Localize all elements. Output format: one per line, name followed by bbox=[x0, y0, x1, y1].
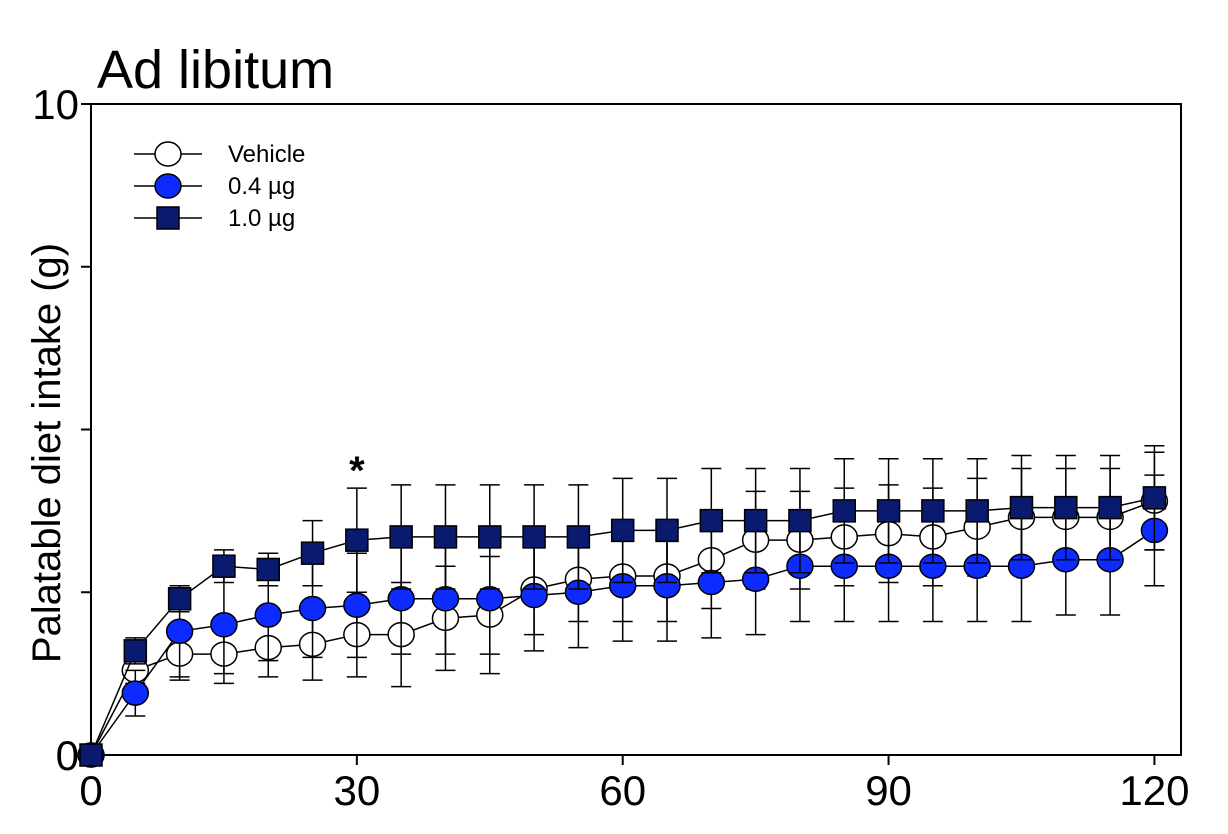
data-point bbox=[522, 525, 546, 549]
data-point bbox=[256, 557, 280, 582]
legend-label: 1.0 µg bbox=[228, 205, 295, 232]
data-point bbox=[697, 569, 726, 596]
annotation-layer: * bbox=[349, 449, 365, 493]
data-point bbox=[210, 612, 238, 638]
x-tick-label: 120 bbox=[1119, 767, 1189, 814]
data-point bbox=[699, 508, 724, 533]
x-tick-label: 60 bbox=[599, 767, 646, 814]
data-point bbox=[788, 508, 812, 533]
data-point bbox=[566, 525, 591, 549]
data-point bbox=[476, 586, 504, 612]
data-point bbox=[876, 499, 901, 523]
legend-item-2: 1.0 µg bbox=[134, 205, 295, 232]
data-point bbox=[165, 618, 194, 645]
legend-label: 0.4 µg bbox=[228, 173, 295, 200]
series-layer bbox=[77, 445, 1169, 768]
data-point bbox=[965, 499, 989, 523]
data-point bbox=[345, 528, 369, 552]
data-point bbox=[1098, 495, 1122, 520]
data-point bbox=[921, 499, 945, 523]
data-point bbox=[1009, 495, 1034, 520]
data-point bbox=[121, 680, 150, 706]
x-axis-ticks: 0 30 60 90 120 bbox=[79, 755, 1189, 814]
data-point bbox=[167, 587, 192, 611]
y-axis-ticks: 0 10 bbox=[32, 81, 91, 779]
x-tick-label: 0 bbox=[79, 767, 102, 814]
data-point bbox=[387, 586, 415, 612]
data-point bbox=[655, 518, 679, 543]
data-point bbox=[431, 586, 460, 612]
legend-marker bbox=[154, 173, 182, 199]
legend-label: Vehicle bbox=[228, 141, 305, 168]
significance-annotation: * bbox=[349, 449, 365, 493]
data-point bbox=[1142, 486, 1167, 510]
plot-area-frame bbox=[90, 103, 1182, 756]
data-point bbox=[832, 499, 857, 523]
data-point bbox=[300, 541, 325, 565]
y-tick-label: 0 bbox=[56, 732, 79, 779]
y-tick-label: 10 bbox=[32, 81, 79, 128]
data-point bbox=[123, 639, 148, 663]
legend-marker bbox=[154, 141, 182, 167]
legend-item-1: 0.4 µg bbox=[134, 173, 295, 200]
chart-title: Ad libitum bbox=[97, 40, 334, 100]
legend-item-0: Vehicle bbox=[134, 141, 305, 168]
data-point bbox=[478, 525, 502, 549]
data-point bbox=[212, 554, 236, 578]
x-tick-label: 90 bbox=[865, 767, 912, 814]
legend-marker bbox=[156, 206, 180, 230]
data-point bbox=[1054, 495, 1078, 520]
x-tick-label: 30 bbox=[333, 767, 380, 814]
data-point bbox=[610, 518, 635, 543]
series-2 bbox=[79, 445, 1167, 767]
data-point bbox=[743, 508, 768, 533]
data-point bbox=[343, 592, 371, 619]
data-point bbox=[433, 525, 458, 549]
data-point bbox=[389, 525, 413, 549]
data-point bbox=[254, 602, 282, 628]
legend: Vehicle 0.4 µg 1.0 µg bbox=[134, 141, 305, 232]
y-axis-title: Palatable diet intake (g) bbox=[25, 243, 69, 663]
data-point bbox=[79, 743, 103, 767]
data-point bbox=[298, 595, 327, 622]
